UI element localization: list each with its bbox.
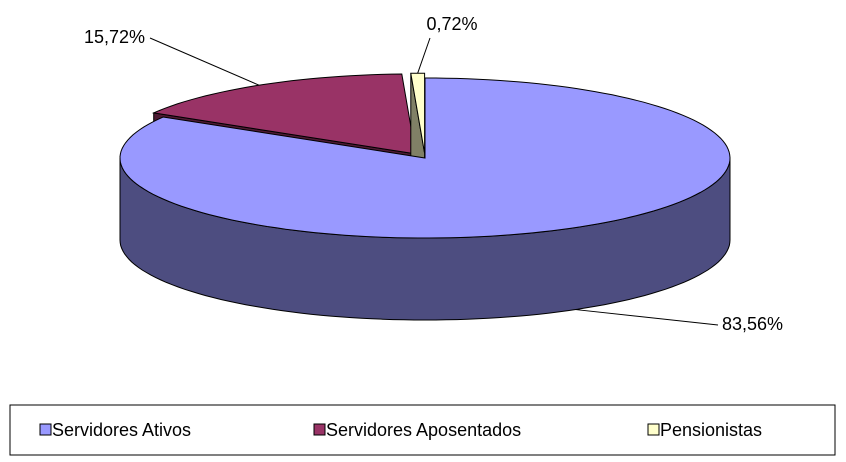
leader-line — [149, 37, 260, 86]
data-label: 0,72% — [426, 14, 477, 34]
legend-label: Servidores Ativos — [52, 420, 191, 440]
legend-label: Servidores Aposentados — [326, 420, 521, 440]
leader-line — [417, 37, 431, 74]
legend-swatch — [313, 423, 326, 436]
slice — [151, 73, 417, 155]
leader-line — [575, 309, 719, 326]
legend-box — [9, 404, 836, 456]
legend-label: Pensionistas — [660, 420, 762, 440]
legend-swatch — [647, 423, 660, 436]
data-label: 83,56% — [722, 314, 783, 334]
data-label: 15,72% — [84, 27, 145, 47]
slice — [119, 77, 731, 239]
legend-swatch — [39, 423, 52, 436]
